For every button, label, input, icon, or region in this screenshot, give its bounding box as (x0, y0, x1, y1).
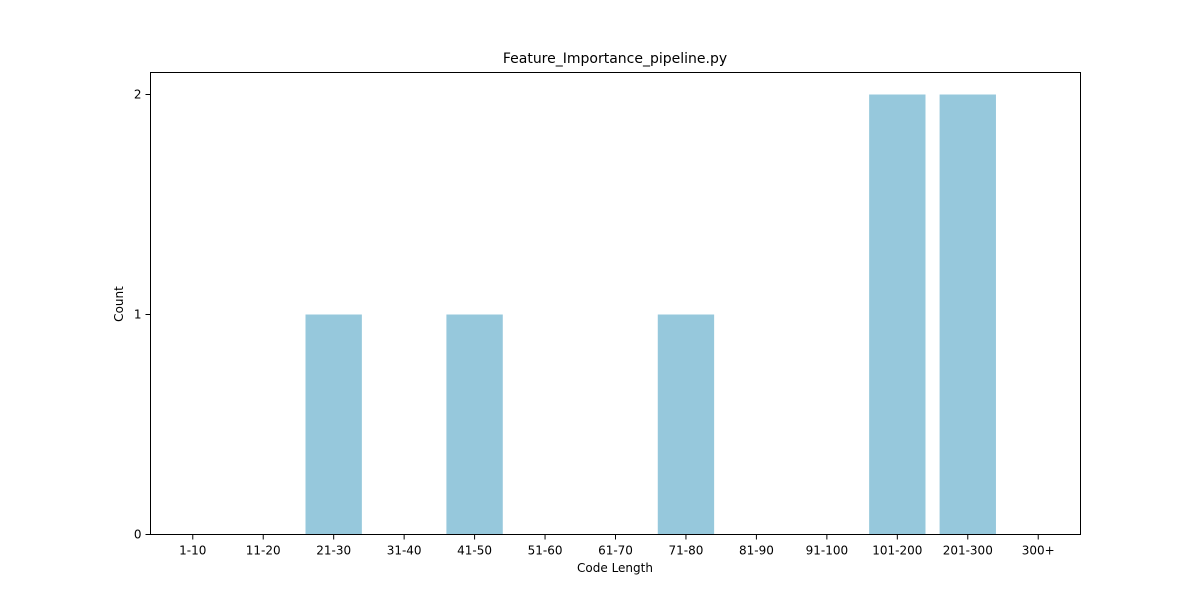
bar-71-80 (657, 314, 715, 535)
bar-21-30 (305, 314, 362, 535)
bar-41-50 (446, 314, 503, 535)
x-tick-label: 91-100 (806, 544, 849, 558)
bar-101-200 (869, 94, 926, 535)
x-axis-ticks: 1-10 11-20 21-30 31-40 41-50 51-60 61-70 71-80 8… (179, 534, 1055, 558)
x-tick-label: 51-60 (528, 544, 563, 558)
y-tick-label: 2 (134, 88, 142, 102)
chart-title: Feature_Importance_pipeline.py (503, 51, 727, 67)
x-tick-label: 41-50 (457, 544, 492, 558)
x-axis-label: Code Length (577, 561, 653, 575)
x-tick-label: 71-80 (669, 544, 704, 558)
x-tick-label: 31-40 (387, 544, 422, 558)
y-tick-label: 1 (134, 308, 142, 322)
x-tick-label: 81-90 (739, 544, 774, 558)
x-tick-label: 21-30 (316, 544, 351, 558)
bar-201-300 (939, 94, 996, 535)
y-tick-label: 0 (134, 528, 142, 542)
y-axis-label: Count (112, 286, 126, 322)
plot-frame (150, 72, 1081, 535)
bars-group (305, 94, 996, 535)
x-tick-label: 101-200 (872, 544, 922, 558)
x-tick-label: 1-10 (179, 544, 206, 558)
x-tick-label: 300+ (1022, 544, 1055, 558)
x-tick-label: 61-70 (598, 544, 633, 558)
y-axis-ticks: 0 1 2 (134, 88, 151, 542)
x-tick-label: 201-300 (943, 544, 993, 558)
x-tick-label: 11-20 (246, 544, 281, 558)
